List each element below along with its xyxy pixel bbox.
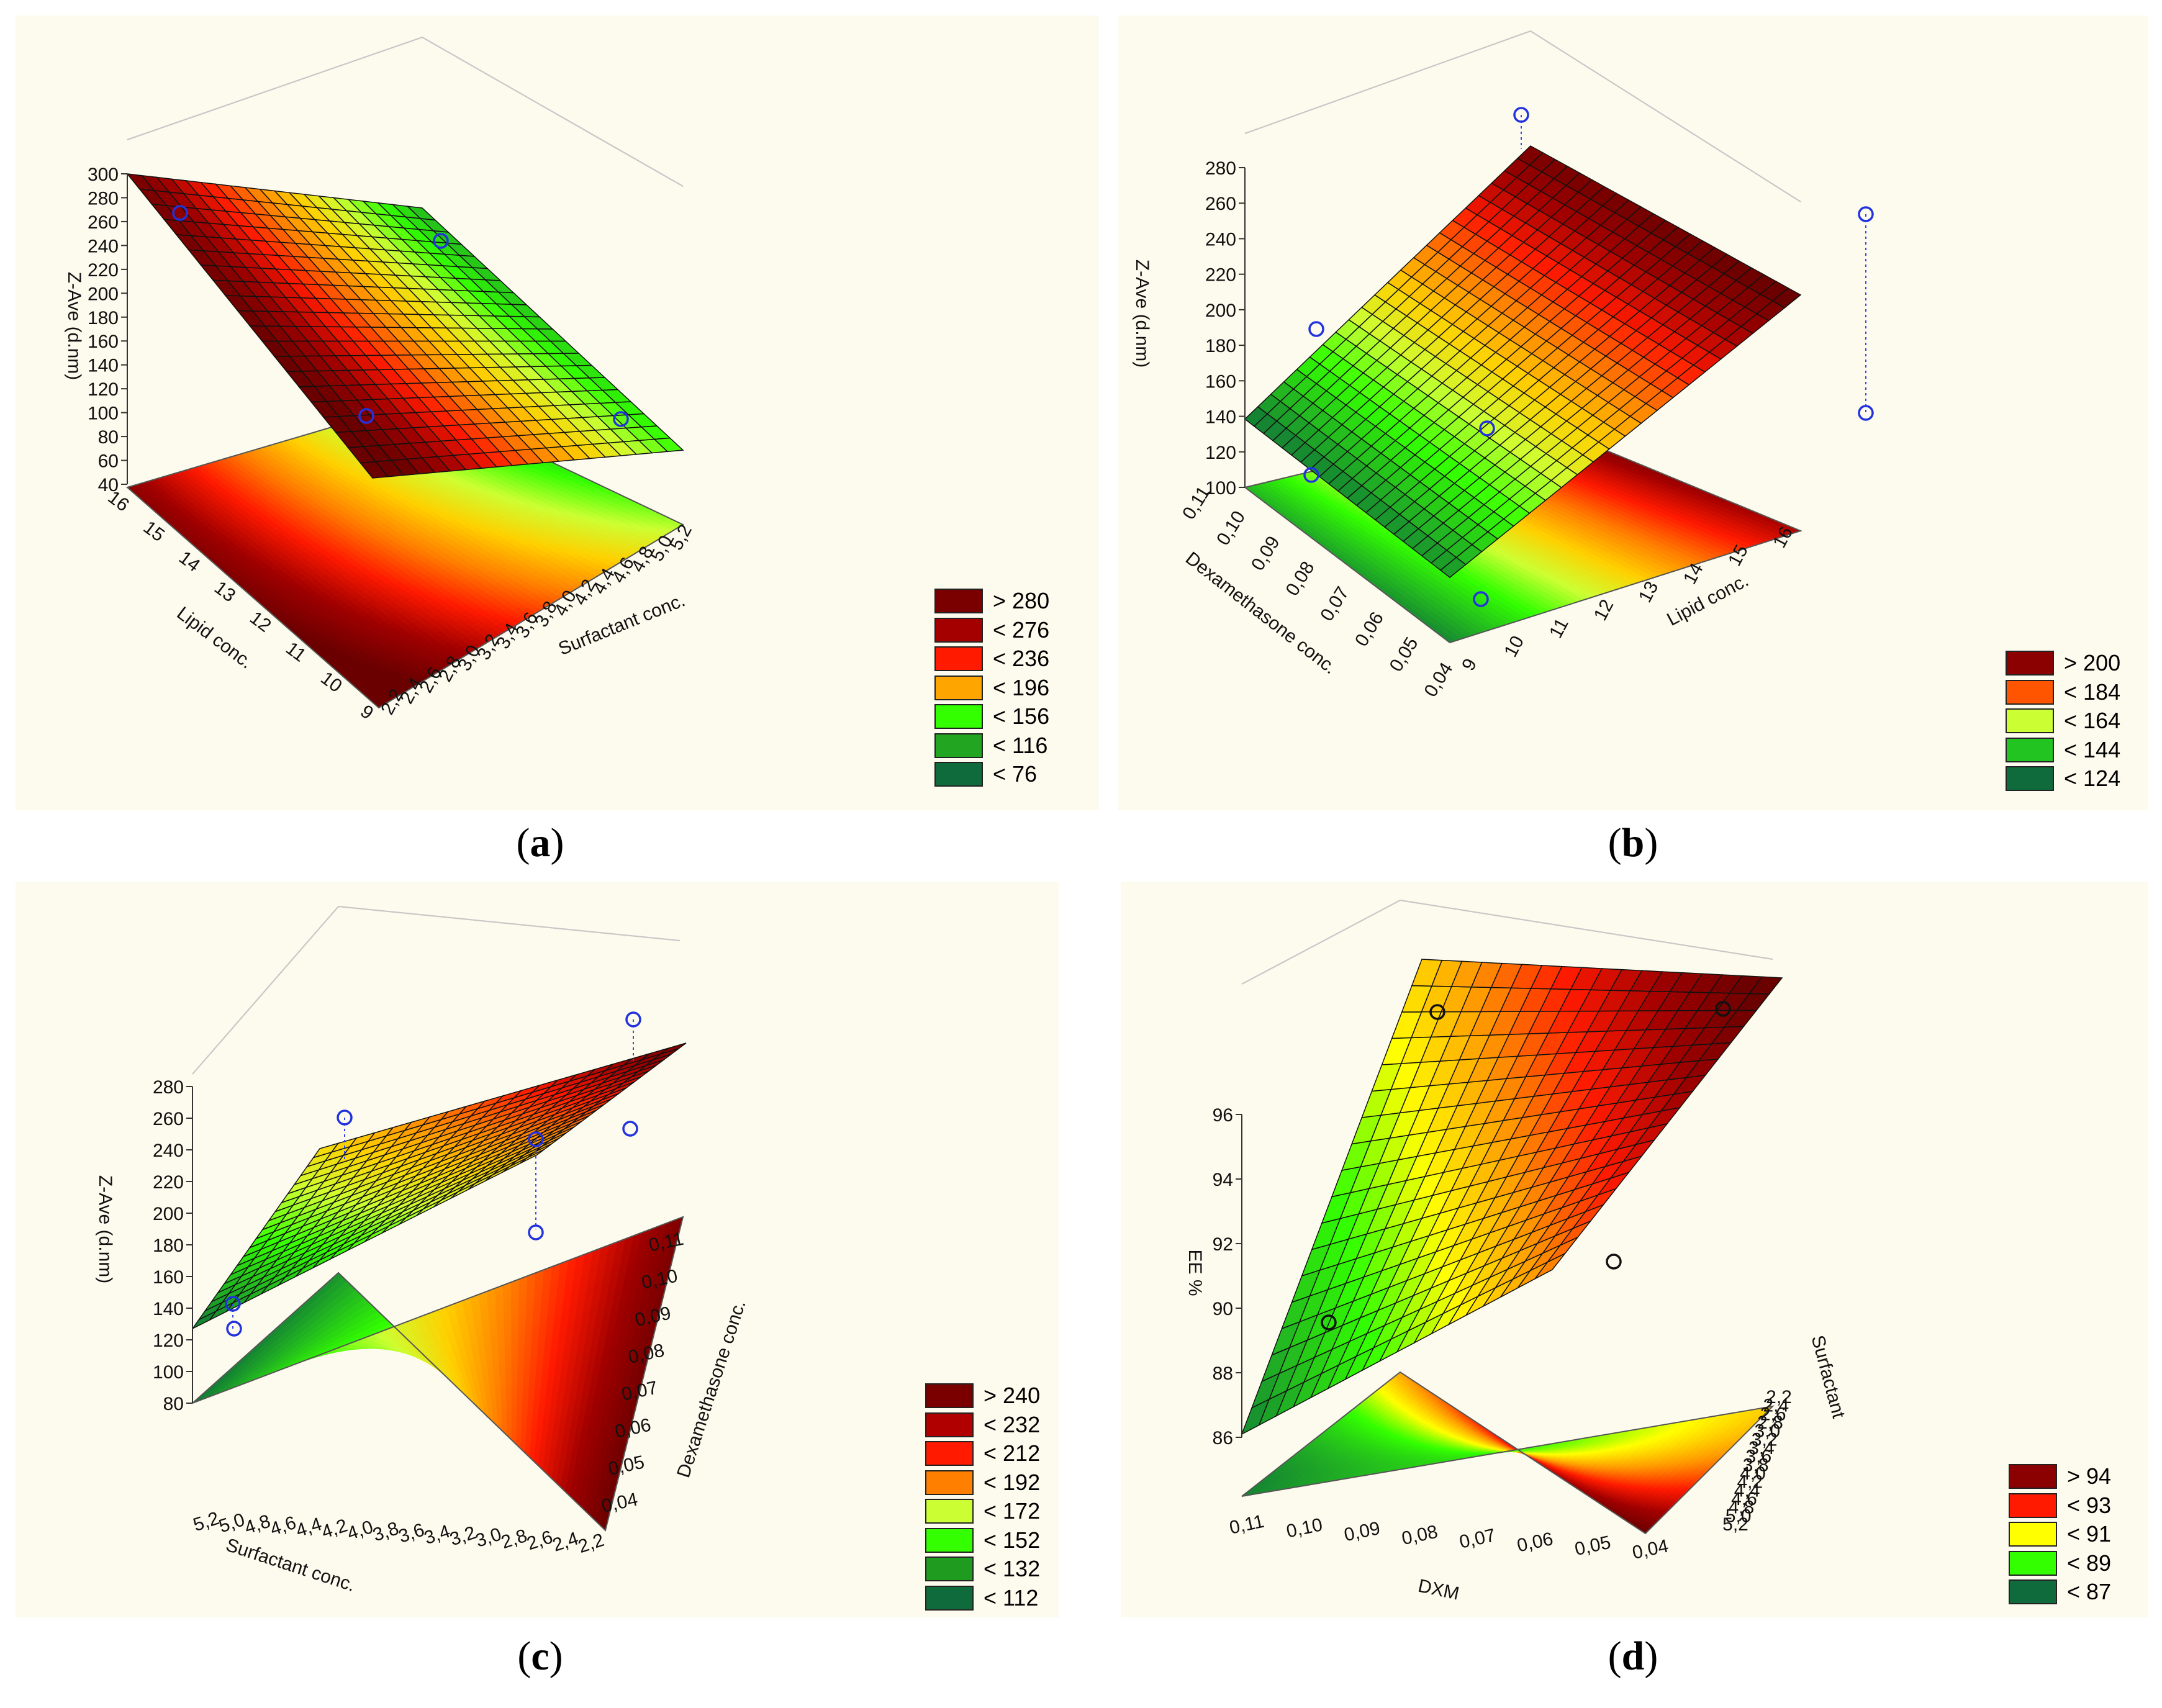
z-tick-label: 160 <box>88 332 119 352</box>
wall-gridline <box>127 37 684 187</box>
z-tick-label: 100 <box>88 404 119 424</box>
y-tick-label: 14 <box>175 547 204 576</box>
wall-gridline <box>127 37 684 187</box>
panel-a: 300 280 260 240 220 200 180 160 140 120 100 80 60 40 Z… <box>16 16 1099 810</box>
wall-gridline <box>127 37 684 187</box>
z-tick-label: 240 <box>88 236 119 256</box>
legend-swatch <box>934 704 983 730</box>
legend-entry: < 76 <box>934 760 1049 789</box>
z-tick-label: 280 <box>88 188 119 209</box>
wall-gridline <box>127 37 684 187</box>
legend-label: < 76 <box>993 761 1038 787</box>
z-tick-label: 120 <box>88 379 119 400</box>
legend-label: > 280 <box>993 588 1050 614</box>
legend-swatch <box>934 733 983 758</box>
wall-gridline <box>127 37 684 187</box>
z-tick-label: 140 <box>88 356 119 376</box>
legend-label: < 116 <box>993 732 1048 758</box>
legend-label: < 156 <box>993 703 1050 730</box>
legend-swatch <box>934 762 983 787</box>
legend-entry: < 156 <box>934 702 1049 731</box>
legend-swatch <box>934 646 983 672</box>
z-tick-label: 220 <box>88 260 119 281</box>
surface-plot-a: 300280260240220200180160140120100806040Z… <box>64 37 696 724</box>
legend-swatch <box>934 589 983 614</box>
panel-b: 280 260 240 220 200 180 160 140 120 100 Z-Ave (d.n… <box>1118 16 2148 810</box>
wall-gridline <box>127 37 684 187</box>
panel-label-a: (a) <box>516 820 564 865</box>
legend-entry: < 236 <box>934 644 1049 674</box>
z-axis-label: Z-Ave (d.nm) <box>64 272 84 380</box>
z-tick-label: 300 <box>88 165 119 185</box>
legend-entry: < 116 <box>934 731 1049 761</box>
y-tick-label: 15 <box>140 517 169 546</box>
legend-label: < 236 <box>993 646 1050 672</box>
wall-gridline <box>127 37 684 187</box>
y-tick-label: 9 <box>356 701 377 723</box>
legend-swatch <box>934 617 983 643</box>
z-tick-label: 200 <box>88 284 119 304</box>
legend-a: > 280 < 276 < 236 < 196 < 156 < 116 < 76 <box>934 587 1049 789</box>
z-tick-label: 80 <box>98 427 119 448</box>
wall-gridline <box>127 37 684 187</box>
z-tick-label: 60 <box>98 451 119 472</box>
wall-gridline <box>127 37 684 187</box>
legend-entry: > 280 <box>934 587 1049 616</box>
wall-gridline <box>127 37 684 187</box>
legend-entry: < 276 <box>934 616 1049 645</box>
wall-gridline <box>127 37 684 187</box>
wall-gridline <box>127 37 684 187</box>
legend-label: < 196 <box>993 674 1050 700</box>
legend-swatch <box>934 675 983 700</box>
legend-entry: < 196 <box>934 674 1049 703</box>
z-tick-label: 260 <box>88 212 119 233</box>
legend-label: < 276 <box>993 617 1050 643</box>
z-tick-label: 180 <box>88 308 119 328</box>
y-axis-label: Lipid conc. <box>173 603 256 673</box>
